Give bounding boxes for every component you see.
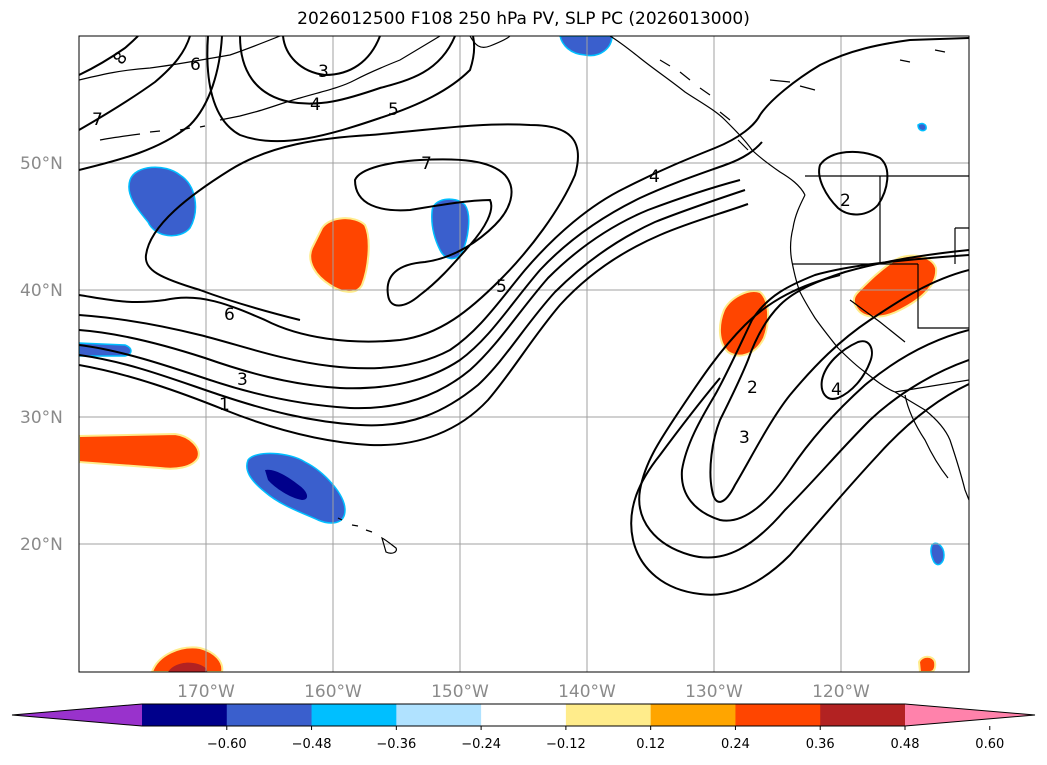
contour-line: [79, 36, 139, 76]
contour-label: 5: [496, 277, 507, 297]
colorbar-tick-label: −0.60: [207, 737, 247, 752]
lat-label: 40°N: [20, 281, 63, 301]
contour-label: 4: [831, 380, 842, 400]
contour-line: [680, 254, 969, 522]
contour-label: 4: [649, 167, 660, 187]
longitude-labels: 170°W 160°W 150°W 140°W 130°W 120°W: [177, 682, 870, 702]
colorbar-tick-label: 0.12: [636, 737, 665, 752]
colorbar-segment: [226, 704, 313, 726]
pv-positive-core: [168, 662, 208, 672]
colorbar-segment: [650, 704, 736, 726]
colorbar-tick-label: −0.36: [376, 737, 416, 752]
lon-label: 140°W: [558, 682, 616, 702]
pv-positive-area: [309, 217, 370, 293]
colorbar-extend-min: [12, 704, 142, 726]
colorbar-segment: [481, 704, 567, 726]
contour-label: 6: [190, 55, 201, 75]
contour-label: 3: [739, 428, 750, 448]
contour-label: 2: [840, 191, 851, 211]
pv-negative-area: [559, 36, 613, 57]
contour-line: [79, 189, 746, 427]
contour-line: [79, 179, 741, 410]
contour-line: [79, 36, 191, 131]
map-border: [78, 35, 970, 673]
colorbar-ticks: −0.60 −0.48 −0.36 −0.24 −0.12 0.12 0.24 0.36 0.4…: [207, 726, 1004, 752]
lat-label: 20°N: [20, 535, 63, 555]
colorbar-segment: [735, 704, 821, 726]
contour-line: [79, 37, 969, 370]
lat-label: 30°N: [20, 408, 63, 428]
contour-line: [79, 203, 749, 447]
pv-negative-area: [917, 122, 927, 132]
contour-line: [820, 340, 873, 400]
pv-negative-area: [431, 198, 470, 260]
contour-label: 7: [92, 110, 103, 130]
contour-label: 3: [237, 370, 248, 390]
contour-label: 5: [388, 100, 399, 120]
colorbar-segment: [396, 704, 482, 726]
contour-line: [630, 377, 969, 596]
colorbar-tick-label: 0.36: [806, 737, 835, 752]
contour-label: 3: [318, 62, 329, 82]
map-panel: [79, 36, 969, 672]
latitude-labels: 50°N 40°N 30°N 20°N: [20, 154, 63, 555]
pv-negative-area: [128, 166, 197, 237]
colorbar-segment: [820, 704, 906, 726]
pv-negative-area: [930, 542, 945, 566]
colorbar-segment: [311, 704, 397, 726]
contour-label: 7: [421, 154, 432, 174]
lon-label: 130°W: [685, 682, 743, 702]
colorbar-outline: [11, 703, 1036, 727]
colorbar: [11, 703, 1036, 727]
colorbar-tick-label: 0.48: [891, 737, 920, 752]
lon-label: 170°W: [177, 682, 235, 702]
slp-contours: [79, 36, 969, 596]
contour-label: 6: [224, 305, 235, 325]
colorbar-tick-label: −0.48: [292, 737, 332, 752]
contour-label: 4: [310, 95, 321, 115]
contour-label: 2: [747, 378, 758, 398]
contour-line: [638, 274, 969, 559]
contour-line: [353, 158, 513, 307]
colorbar-tick-label: 0.24: [721, 737, 750, 752]
pv-positive-area: [150, 646, 224, 672]
pv-positive-area: [79, 432, 200, 470]
contour-line: [239, 36, 456, 105]
colorbar-tick-label: −0.24: [461, 737, 501, 752]
contour-line: [79, 141, 763, 390]
pv-positive-area: [917, 655, 937, 672]
colorbar-tick-label: 0.60: [975, 737, 1004, 752]
colorbar-segment: [142, 704, 228, 726]
lon-label: 160°W: [304, 682, 362, 702]
plot-title: 2026012500 F108 250 hPa PV, SLP PC (2026…: [297, 9, 750, 29]
contour-line: [282, 36, 381, 77]
contour-label: 1: [219, 395, 230, 415]
contour-line: [79, 36, 223, 171]
lon-label: 150°W: [431, 682, 489, 702]
colorbar-extend-max: [905, 704, 1035, 726]
contour-line: [79, 123, 579, 343]
colorbar-segment: [565, 704, 652, 726]
lat-label: 50°N: [20, 154, 63, 174]
lon-label: 120°W: [812, 682, 870, 702]
contour-labels: 8 7 6 3 4 5 7 4 2 5 6 3 1 2 4 3: [92, 48, 851, 448]
colorbar-tick-label: −0.12: [546, 737, 586, 752]
contour-line: [206, 36, 476, 143]
contour-line: [818, 150, 889, 216]
pv-negative-core: [265, 469, 308, 500]
